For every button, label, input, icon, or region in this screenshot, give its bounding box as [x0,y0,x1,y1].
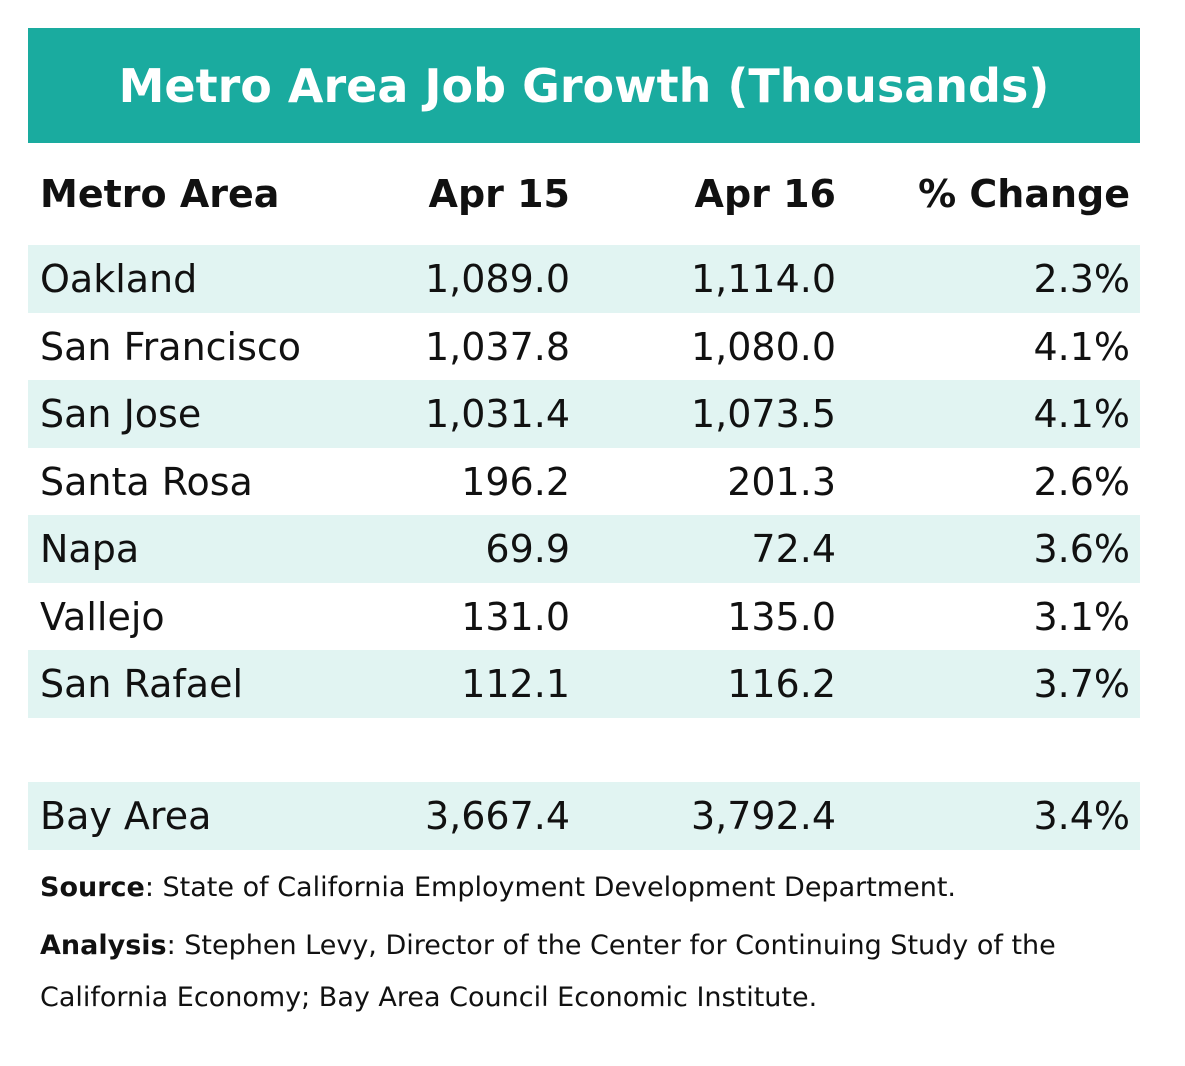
table-cell: 135.0 [727,594,836,639]
table-cell: 116.2 [727,662,836,706]
table-cell: 1,080.0 [690,324,836,369]
total-row: Bay Area 3,667.4 3,792.4 3.4% [28,782,1140,850]
table-cell: 131.0 [461,594,570,639]
source-note: Source: State of California Employment D… [40,862,1130,914]
source-label: Source [40,872,145,903]
table-cell: % Change [918,172,1130,216]
table-row: Santa Rosa 196.2 201.3 2.6% [28,448,1140,516]
header-row: Metro Area Apr 15 Apr 16 % Change [28,160,1140,228]
table-cell: 196.2 [461,459,570,504]
table-row: San Rafael 112.1 116.2 3.7% [28,650,1140,718]
table-cell: Apr 16 [694,172,836,216]
analysis-label: Analysis [40,930,167,961]
table-cell: 3.7% [1033,662,1130,706]
table-row: Vallejo 131.0 135.0 3.1% [28,583,1140,651]
table-cell: 72.4 [751,527,836,571]
title: Metro Area Job Growth (Thousands) [28,28,1140,143]
table-cell: San Rafael [40,662,244,706]
table-cell: Apr 15 [428,172,570,216]
table-cell: 4.1% [1033,392,1130,436]
table-row: San Jose 1,031.4 1,073.5 4.1% [28,380,1140,448]
analysis-text: : Stephen Levy, Director of the Center f… [40,930,1056,1013]
table-row: Napa 69.9 72.4 3.6% [28,515,1140,583]
analysis-note: Analysis: Stephen Levy, Director of the … [40,920,1130,1024]
table-cell: 3,667.4 [424,794,570,838]
table-cell: 3.6% [1033,527,1130,571]
table-cell: 3.1% [1033,594,1130,639]
table-cell: 1,073.5 [690,392,836,436]
table-cell: Vallejo [40,594,165,639]
table-cell: 1,031.4 [424,392,570,436]
table-cell: 4.1% [1033,324,1130,369]
table-row: San Francisco 1,037.8 1,080.0 4.1% [28,313,1140,381]
table-cell: 1,089.0 [424,257,570,301]
table-cell: 69.9 [485,527,570,571]
source-text: : State of California Employment Develop… [144,872,956,903]
table-cell: 3,792.4 [690,794,836,838]
table-cell: Metro Area [40,172,280,216]
table-cell: 112.1 [461,662,570,706]
table-cell: 201.3 [727,459,836,504]
table-cell: 3.4% [1033,794,1130,838]
table-cell: 1,114.0 [690,257,836,301]
table-cell: Oakland [40,257,198,301]
table-cell: 2.3% [1033,257,1130,301]
table-row: Oakland 1,089.0 1,114.0 2.3% [28,245,1140,313]
table-cell: San Francisco [40,324,302,369]
table-cell: Santa Rosa [40,459,253,504]
table-cell: Bay Area [40,794,212,838]
table-cell: San Jose [40,392,202,436]
table-cell: 2.6% [1033,459,1130,504]
table-cell: Napa [40,527,140,571]
table-cell: 1,037.8 [424,324,570,369]
